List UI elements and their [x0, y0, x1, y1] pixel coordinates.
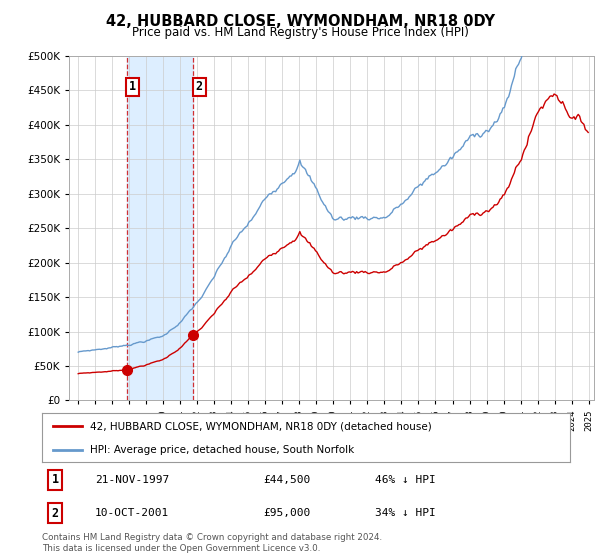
Text: HPI: Average price, detached house, South Norfolk: HPI: Average price, detached house, Sout…	[89, 445, 354, 455]
Text: 2: 2	[196, 81, 203, 94]
Text: £95,000: £95,000	[264, 508, 311, 518]
Text: 1: 1	[52, 473, 59, 486]
Text: Contains HM Land Registry data © Crown copyright and database right 2024.
This d: Contains HM Land Registry data © Crown c…	[42, 533, 382, 553]
Text: 46% ↓ HPI: 46% ↓ HPI	[374, 475, 436, 484]
Text: 1: 1	[129, 81, 136, 94]
Text: 42, HUBBARD CLOSE, WYMONDHAM, NR18 0DY: 42, HUBBARD CLOSE, WYMONDHAM, NR18 0DY	[106, 14, 494, 29]
Bar	[127, 56, 193, 400]
Text: 2: 2	[52, 507, 59, 520]
Text: 42, HUBBARD CLOSE, WYMONDHAM, NR18 0DY (detached house): 42, HUBBARD CLOSE, WYMONDHAM, NR18 0DY (…	[89, 421, 431, 431]
Text: £44,500: £44,500	[264, 475, 311, 484]
Text: 10-OCT-2001: 10-OCT-2001	[95, 508, 169, 518]
Text: 34% ↓ HPI: 34% ↓ HPI	[374, 508, 436, 518]
Text: Price paid vs. HM Land Registry's House Price Index (HPI): Price paid vs. HM Land Registry's House …	[131, 26, 469, 39]
Text: 21-NOV-1997: 21-NOV-1997	[95, 475, 169, 484]
